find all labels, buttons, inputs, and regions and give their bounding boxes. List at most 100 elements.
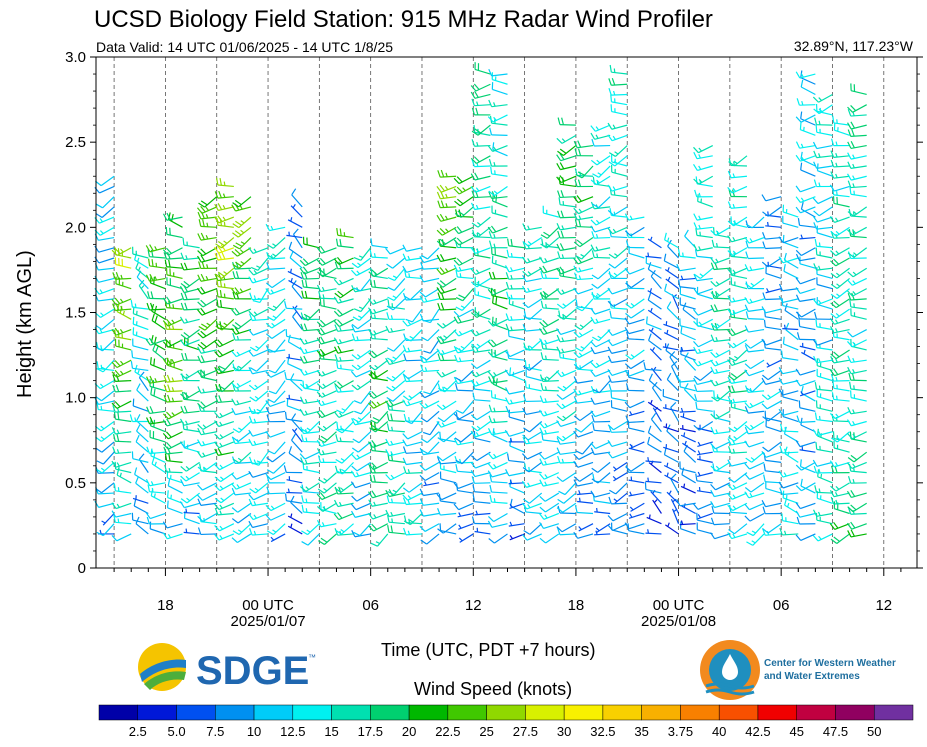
wind-barb-staff	[443, 431, 457, 443]
wind-barb-half	[305, 498, 308, 503]
wind-barb-full	[814, 117, 818, 125]
wind-barb-full	[249, 528, 253, 536]
wind-barb-full	[744, 426, 749, 435]
wind-barb-staff	[98, 492, 115, 495]
wind-barb-staff	[115, 263, 132, 269]
wind-barb-staff	[612, 328, 628, 337]
wind-barb-staff	[734, 349, 748, 362]
wind-barb-staff	[186, 277, 200, 289]
wind-barb-half	[171, 319, 175, 324]
wind-barb-staff	[594, 400, 611, 405]
wind-barb-full	[129, 414, 133, 422]
wind-barb-full	[830, 373, 835, 382]
wind-barb-staff	[767, 390, 782, 401]
wind-barb-staff	[834, 216, 850, 224]
wind-barb-staff	[782, 380, 799, 385]
wind-barb-full	[318, 438, 325, 443]
wind-barb-full	[539, 409, 545, 417]
wind-barb-staff	[406, 349, 423, 353]
wind-barb-half	[650, 399, 653, 405]
wind-barb-staff	[388, 459, 405, 463]
wind-barb-full	[197, 301, 204, 308]
wind-barb-staff	[135, 441, 149, 453]
wind-barb-staff	[116, 328, 132, 336]
wind-barb-full	[266, 469, 274, 474]
wind-barb-staff	[696, 349, 713, 354]
wind-barb-full	[421, 336, 428, 342]
wind-barb-full	[402, 265, 408, 273]
wind-barb-full	[624, 327, 630, 334]
wind-barb-staff	[371, 244, 388, 249]
wind-barb-staff	[201, 308, 217, 316]
wind-barb-half	[818, 468, 821, 474]
wind-barb-half	[852, 478, 855, 484]
wind-barb-half	[836, 191, 838, 196]
wind-barb-full	[556, 267, 562, 275]
wind-barb-half	[803, 349, 806, 355]
wind-barb-half	[836, 283, 841, 287]
wind-barb-full	[487, 226, 494, 234]
wind-barb-full	[830, 313, 837, 319]
colorbar-tick-label: 27.5	[513, 724, 538, 739]
wind-barb-full	[266, 254, 274, 259]
wind-barb-full	[521, 453, 528, 460]
wind-barb-half	[596, 179, 600, 184]
wind-barb-full	[664, 283, 668, 292]
wind-barb-staff	[543, 482, 559, 487]
wind-barb-half	[578, 215, 582, 220]
wind-barb-staff	[833, 155, 850, 158]
wind-barb-full	[112, 405, 116, 413]
wind-barb-staff	[731, 359, 748, 367]
wind-barb-half	[613, 160, 618, 165]
wind-barb-staff	[474, 294, 491, 300]
wind-barb-staff	[750, 277, 765, 289]
wind-barb-half	[240, 260, 245, 265]
wind-barb-full	[439, 184, 446, 192]
wind-barb-half	[392, 356, 397, 360]
wind-barb-full	[557, 386, 564, 392]
wind-barb-staff	[800, 466, 816, 474]
wind-barb-staff	[457, 359, 474, 363]
wind-barb-full	[335, 458, 343, 464]
wind-barb-full	[167, 394, 171, 403]
wind-barb-half	[680, 346, 684, 352]
wind-barb-staff	[442, 523, 457, 534]
wind-barb-full	[351, 364, 359, 371]
wind-barb-full	[403, 353, 407, 361]
wind-barb-half	[341, 408, 346, 412]
wind-barb-staff	[799, 441, 816, 448]
wind-barb-full	[830, 356, 835, 364]
wind-barb-full	[232, 332, 236, 341]
wind-barb-full	[96, 361, 99, 369]
wind-barb-full	[744, 342, 751, 349]
wind-barb-half	[338, 339, 343, 344]
wind-barb-half	[732, 269, 736, 274]
wind-barb-full	[851, 373, 855, 381]
wind-barb-staff	[560, 328, 577, 336]
wind-barb-staff	[491, 122, 508, 126]
wind-barb-full	[539, 422, 545, 429]
wind-barb-staff	[256, 359, 269, 372]
wind-barb-full	[522, 223, 527, 231]
wind-barb-full	[197, 466, 205, 473]
wind-barb-full	[453, 177, 460, 185]
wind-barb-full	[540, 300, 544, 309]
wind-barb-staff	[185, 369, 200, 380]
wind-barb-half	[253, 248, 257, 253]
wind-barb-full	[149, 416, 154, 424]
wind-barb-full	[402, 433, 409, 440]
wind-barb-full	[647, 262, 652, 270]
wind-barb-full	[218, 365, 226, 370]
wind-barb-staff	[697, 359, 713, 367]
wind-barb-staff	[150, 425, 166, 433]
wind-barb-staff	[713, 339, 730, 343]
wind-barb-staff	[818, 206, 833, 217]
wind-barb-full	[135, 476, 139, 484]
wind-barb-full	[539, 427, 544, 435]
wind-barb-staff	[274, 339, 286, 353]
wind-barb-staff	[783, 270, 799, 279]
wind-barb-half	[253, 295, 257, 300]
wind-barb-half	[272, 253, 277, 257]
wind-barb-staff	[527, 237, 543, 247]
wind-barb-full	[267, 398, 275, 404]
